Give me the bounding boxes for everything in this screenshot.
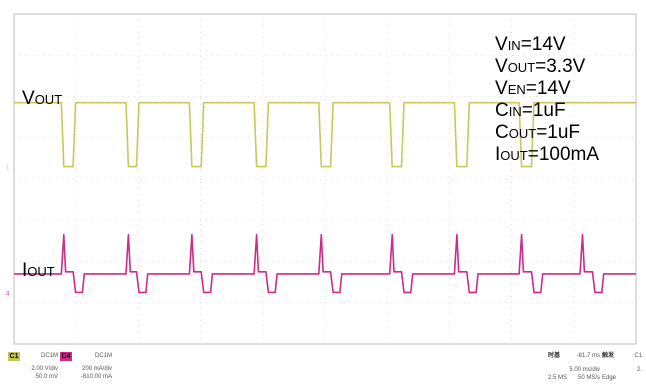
iout-trace-label: IOUT [22, 260, 55, 281]
ch1-scale: 2.00 V/div [31, 366, 58, 372]
param-vout: VOUT=3.3V [495, 56, 586, 77]
timebase-samples: 2.5 MS [548, 375, 568, 381]
scope-status-bar: C1 DC1M 2.00 V/div 50.0 mV C4 DC1M 200 m… [0, 351, 646, 387]
timebase-rate: 50 MS/s [577, 375, 600, 381]
ch1-coupling: DC1M [40, 353, 58, 359]
trigger-source: C1 [634, 353, 642, 359]
series-line-iout [14, 233, 636, 294]
param-cin: CIN=1uF [495, 100, 566, 121]
timebase-scale: 5.00 ms/div [569, 367, 600, 373]
trigger-label: 触发 [602, 353, 615, 359]
oscilloscope-plot: 14 [6, 13, 637, 345]
ch4-offset: -610.00 mA [80, 374, 112, 380]
series-line-vout [14, 101, 636, 168]
vout-trace-label: VOUT [22, 88, 63, 109]
test-conditions: VIN=14V VOUT=3.3V VEN=14V CIN=1uF COUT=1… [495, 34, 599, 166]
trigger-info[interactable]: 触发 C1 2. Edge [602, 351, 646, 385]
param-ven: VEN=14V [495, 78, 571, 99]
timebase-position: -81.7 ms [576, 353, 600, 359]
trigger-mode: Edge [602, 375, 617, 381]
timebase-info[interactable]: 时基 -81.7 ms 5.00 ms/div 2.5 MS 50 MS/s [548, 351, 600, 385]
trigger-level: 2. [636, 367, 642, 373]
param-cout: COUT=1uF [495, 122, 581, 143]
ch4-info[interactable]: C4 DC1M 200 mA/div -610.00 mA [60, 351, 112, 385]
ch1-offset: 50.0 mV [35, 374, 58, 380]
ch4-tag: C4 [60, 352, 72, 361]
ch4-scale: 200 mA/div [81, 366, 112, 372]
ch1-tag: C1 [8, 352, 20, 361]
timebase-label: 时基 [548, 353, 561, 359]
ch4-coupling: DC1M [94, 353, 112, 359]
ch4-ground-marker: 4 [6, 291, 10, 297]
param-vin: VIN=14V [495, 34, 566, 55]
ch1-ground-marker: 1 [6, 166, 10, 172]
param-iout: IOUT=100mA [495, 144, 600, 165]
ch1-info[interactable]: C1 DC1M 2.00 V/div 50.0 mV [8, 351, 58, 385]
